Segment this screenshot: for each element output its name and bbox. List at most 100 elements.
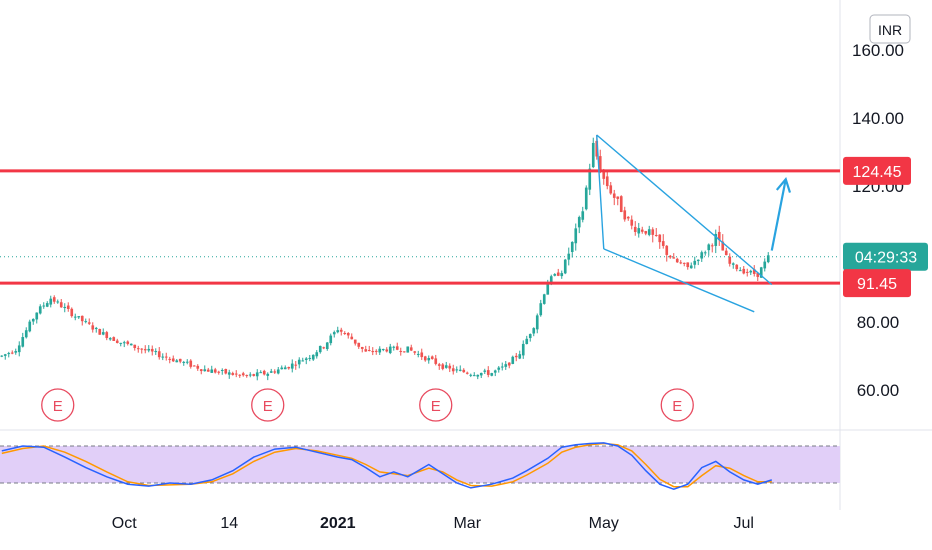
candle [119,342,123,347]
candle [409,344,413,352]
candle [591,137,595,169]
candle [441,363,445,371]
candle [297,357,301,369]
candle [654,228,658,237]
trend-drawings[interactable] [596,134,792,313]
candle [66,302,70,312]
candle [59,298,63,308]
candle [31,318,35,325]
candle [682,262,686,267]
candle [742,266,746,275]
candle [147,345,151,353]
candle [490,372,494,377]
candle [143,345,147,354]
earnings-marker[interactable]: E [41,388,75,422]
candle [17,341,21,357]
candle [189,359,193,369]
candle [528,333,532,342]
candle [686,262,690,270]
countdown-timer: 04:29:33 [855,250,917,267]
candle [227,369,231,379]
candle [745,268,749,277]
y-tick-label: 140.00 [852,109,904,128]
candle [381,348,385,352]
candle [329,333,333,346]
candle [231,371,235,376]
candle [84,318,88,324]
stochastic-rsi-pane[interactable] [0,442,840,490]
candle [497,366,501,373]
candle [241,371,245,377]
candle [693,256,697,269]
price-level-tag[interactable]: 124.45 [843,156,911,185]
candle [483,368,487,375]
price-levels: 04:29:33 124.45 91.45 [0,156,928,298]
candle [763,258,767,272]
current-price-tag[interactable]: 04:29:33 [843,242,928,271]
candle [42,302,46,309]
candle [290,359,294,373]
candle [94,326,98,333]
candle [700,250,704,262]
candle [87,318,91,325]
price-level-tag[interactable]: 91.45 [843,269,911,298]
currency-label[interactable]: INR [869,14,911,44]
x-tick-label: 2021 [320,515,356,532]
candle [560,270,564,279]
earnings-marker[interactable]: E [251,388,285,422]
candle [472,372,476,377]
candle [371,347,375,356]
candle [52,295,56,304]
candle [70,307,74,318]
earnings-marker[interactable]: E [660,388,694,422]
candle [448,363,452,373]
candle [525,335,529,345]
candle [14,348,18,355]
candle [637,222,641,238]
candle [640,226,644,234]
candle [612,189,616,206]
candle [532,327,536,337]
candle [311,354,315,361]
candle [105,330,109,341]
candle [458,365,462,372]
candle [539,299,543,317]
candle [749,269,753,276]
x-axis[interactable]: Oct 14 2021 Mar May Jul [112,515,754,532]
candle [574,223,578,251]
candle [665,245,669,262]
x-tick-label: Oct [112,515,137,532]
candle [45,301,49,308]
wedge-side-line[interactable] [596,134,605,249]
earnings-marker-label: E [431,398,441,415]
candle [542,293,546,305]
earnings-marker-label: E [672,398,682,415]
candle [563,258,567,275]
target-arrow[interactable] [770,176,792,251]
candle [388,343,392,355]
candle [178,358,182,364]
earnings-marker[interactable]: E [419,388,453,422]
candle [262,369,266,376]
candle [112,336,116,341]
wedge-upper-trendline[interactable] [596,134,773,286]
candle [504,361,508,370]
candle [511,355,515,365]
candle [213,367,217,374]
candle [420,348,424,360]
candle [322,346,326,350]
x-tick-label: 14 [220,515,238,532]
candle [675,257,679,263]
candle [672,253,676,259]
candle [49,295,53,308]
wedge-lower-trendline[interactable] [603,248,755,313]
candle [367,345,371,352]
candle [266,372,270,381]
candle [7,351,11,358]
candle [465,371,469,375]
candle [619,195,623,213]
candle [392,345,396,351]
candle [136,345,140,353]
